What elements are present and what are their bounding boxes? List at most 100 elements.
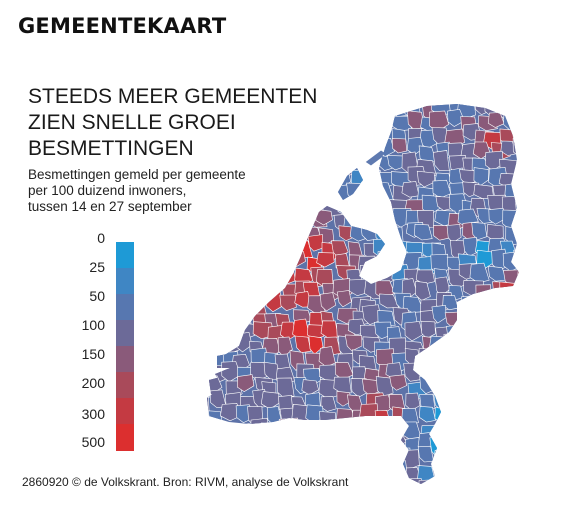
municipality-cell bbox=[459, 364, 480, 381]
municipality-cell bbox=[221, 113, 245, 130]
municipality-cell bbox=[359, 181, 378, 201]
municipality-cell bbox=[207, 229, 219, 245]
municipality-cell bbox=[443, 332, 460, 355]
municipality-cell bbox=[294, 291, 312, 308]
municipality-cell bbox=[238, 450, 256, 467]
municipality-cell bbox=[502, 352, 518, 368]
municipality-cell bbox=[253, 266, 271, 288]
municipality-cell bbox=[207, 182, 210, 200]
municipality-cell bbox=[212, 127, 232, 146]
municipality-cell bbox=[239, 279, 256, 299]
municipality-cell bbox=[532, 339, 552, 353]
municipality-cell bbox=[304, 116, 327, 133]
municipality-cell bbox=[209, 252, 225, 271]
municipality-cell bbox=[248, 297, 267, 317]
municipality-cell bbox=[489, 462, 506, 480]
municipality-cell bbox=[448, 431, 466, 447]
municipality-cell bbox=[528, 324, 544, 343]
municipality-cell bbox=[475, 297, 492, 319]
municipality-cell bbox=[207, 151, 226, 171]
municipality-cell bbox=[250, 139, 271, 159]
municipality-cell bbox=[344, 420, 365, 441]
municipality-cell bbox=[264, 140, 283, 159]
legend-label: 50 bbox=[89, 288, 105, 304]
municipality-cell bbox=[514, 396, 519, 415]
municipality-cell bbox=[532, 199, 551, 217]
municipality-cell bbox=[418, 405, 436, 423]
municipality-cell bbox=[218, 237, 238, 254]
legend-label: 300 bbox=[81, 406, 105, 422]
municipality-cell bbox=[418, 348, 435, 369]
municipality-cell bbox=[207, 410, 223, 426]
municipality-cell bbox=[207, 264, 213, 283]
municipality-cell bbox=[280, 321, 297, 341]
municipality-cell bbox=[488, 449, 505, 466]
municipality-cell bbox=[456, 476, 480, 484]
municipality-cell bbox=[460, 295, 481, 315]
municipality-cell bbox=[207, 340, 212, 359]
municipality-cell bbox=[251, 198, 271, 215]
municipality-cell bbox=[219, 185, 237, 203]
municipality-cell bbox=[260, 391, 281, 410]
municipality-cell bbox=[319, 292, 337, 312]
municipality-cell bbox=[515, 169, 519, 188]
municipality-cell bbox=[207, 207, 212, 226]
municipality-cell bbox=[499, 367, 519, 386]
municipality-cell bbox=[319, 143, 342, 160]
municipality-cell bbox=[433, 472, 451, 484]
municipality-cell bbox=[516, 336, 519, 354]
municipality-cell bbox=[207, 208, 223, 226]
municipality-cell bbox=[237, 157, 258, 176]
municipality-cell bbox=[445, 377, 462, 396]
municipality-cell bbox=[261, 422, 282, 444]
municipality-cell bbox=[528, 115, 544, 135]
municipality-cell bbox=[447, 108, 465, 127]
legend-swatch bbox=[116, 268, 134, 295]
municipality-cell bbox=[239, 180, 256, 200]
municipality-cell bbox=[345, 437, 365, 455]
municipality-cell bbox=[417, 445, 434, 463]
municipality-cell bbox=[208, 298, 230, 317]
municipality-cell bbox=[432, 375, 451, 394]
municipality-cell bbox=[488, 207, 507, 225]
municipality-cell bbox=[446, 224, 462, 244]
municipality-cell bbox=[443, 352, 462, 369]
municipality-cell bbox=[432, 463, 453, 483]
municipality-cell bbox=[251, 449, 271, 469]
municipality-cell bbox=[211, 446, 231, 466]
municipality-cell bbox=[500, 140, 517, 156]
municipality-cell bbox=[235, 110, 257, 130]
municipality-cell bbox=[505, 294, 519, 311]
municipality-cell bbox=[528, 267, 544, 283]
municipality-cell bbox=[333, 136, 351, 155]
municipality-cell bbox=[502, 461, 519, 484]
municipality-cell bbox=[360, 437, 378, 454]
municipality-cell bbox=[471, 222, 488, 241]
municipality-cell bbox=[388, 460, 408, 480]
municipality-cell bbox=[499, 281, 517, 297]
municipality-cell bbox=[516, 269, 519, 291]
municipality-cell bbox=[350, 104, 367, 118]
municipality-cell bbox=[219, 320, 236, 337]
municipality-cell bbox=[210, 169, 227, 187]
municipality-cell bbox=[472, 437, 489, 456]
municipality-cell bbox=[253, 185, 273, 206]
municipality-cell bbox=[517, 276, 519, 298]
municipality-cell bbox=[282, 143, 299, 165]
municipality-cell bbox=[442, 461, 459, 484]
municipality-cell bbox=[207, 104, 229, 118]
municipality-cell bbox=[421, 365, 442, 381]
municipality-cell bbox=[240, 200, 257, 218]
municipality-cell bbox=[317, 452, 334, 473]
municipality-cell bbox=[532, 103, 547, 119]
municipality-cell bbox=[470, 324, 487, 342]
municipality-cell bbox=[247, 252, 266, 273]
municipality-cell bbox=[365, 129, 386, 146]
municipality-cell bbox=[532, 280, 552, 294]
municipality-cell bbox=[515, 238, 519, 257]
municipality-cell bbox=[387, 431, 407, 448]
legend-label: 500 bbox=[81, 434, 105, 450]
municipality-cell bbox=[306, 168, 328, 189]
municipality-cell bbox=[514, 116, 519, 138]
municipality-cell bbox=[207, 199, 214, 216]
